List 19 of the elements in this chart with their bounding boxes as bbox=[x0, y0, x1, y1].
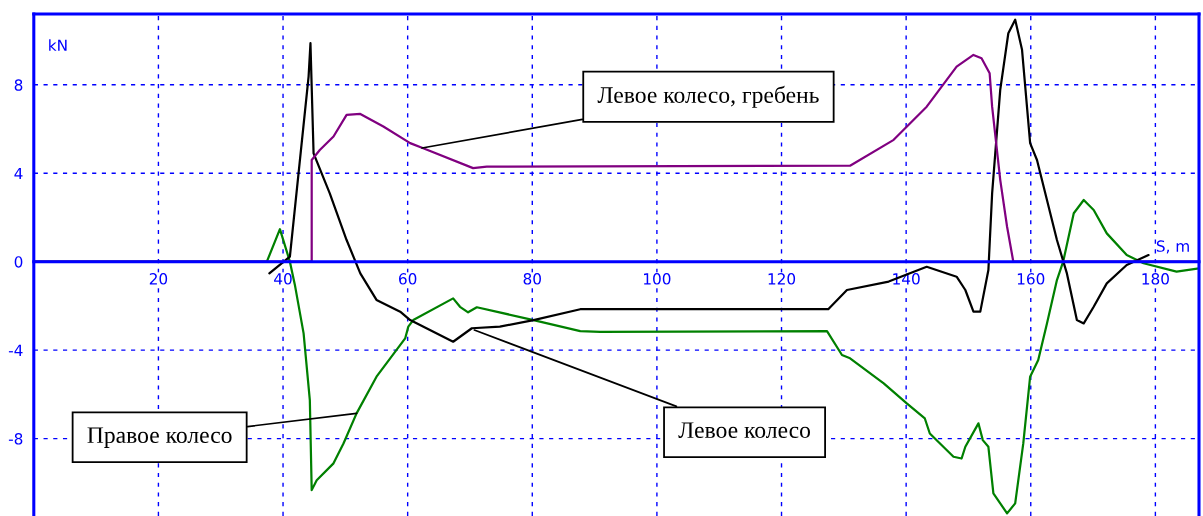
y-axis-title: kN bbox=[49, 39, 67, 51]
y-tick-label: 8 bbox=[14, 79, 23, 91]
annotation: Левое колесо, гребень bbox=[597, 85, 819, 108]
x-tick-label: 120 bbox=[768, 273, 796, 285]
annotation: Правое колесо bbox=[87, 427, 232, 448]
y-tick-label: 4 bbox=[14, 167, 23, 180]
x-tick-label: 80 bbox=[523, 273, 541, 285]
y-tick-label: -4 bbox=[8, 344, 23, 356]
y-tick-label: -8 bbox=[8, 433, 23, 445]
x-tick-label: 140 bbox=[893, 273, 920, 285]
x-tick-label: 160 bbox=[1017, 273, 1045, 285]
x-tick-label: 40 bbox=[274, 273, 292, 285]
x-tick-label: 180 bbox=[1142, 273, 1169, 285]
y-tick-label: 0 bbox=[14, 256, 23, 268]
annotation: Левое колесо bbox=[678, 422, 811, 439]
x-tick-label: 60 bbox=[399, 273, 417, 285]
x-tick-label: 20 bbox=[149, 273, 168, 285]
x-tick-label: 100 bbox=[644, 273, 671, 285]
x-axis-title: S, m bbox=[1156, 240, 1189, 254]
